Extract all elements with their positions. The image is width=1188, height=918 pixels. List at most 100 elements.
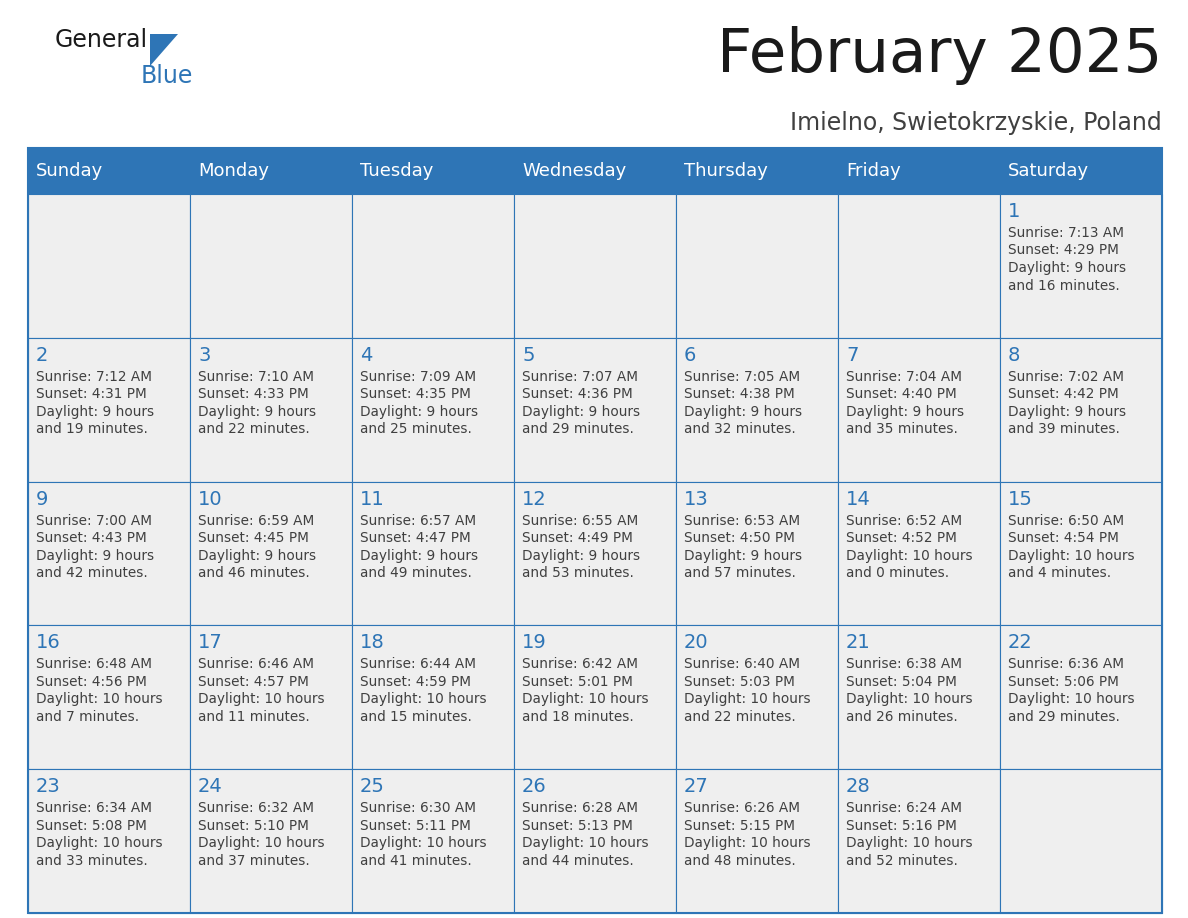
Text: Sunrise: 6:36 AM: Sunrise: 6:36 AM bbox=[1007, 657, 1124, 671]
Text: 6: 6 bbox=[684, 346, 696, 364]
Text: Daylight: 9 hours: Daylight: 9 hours bbox=[36, 405, 154, 419]
Bar bbox=[190, 338, 352, 482]
Text: Sunrise: 7:09 AM: Sunrise: 7:09 AM bbox=[360, 370, 476, 384]
Bar bbox=[29, 194, 190, 338]
Text: 24: 24 bbox=[198, 778, 223, 796]
Text: Daylight: 9 hours: Daylight: 9 hours bbox=[198, 549, 316, 563]
Bar bbox=[190, 625, 352, 769]
Text: Sunset: 4:35 PM: Sunset: 4:35 PM bbox=[360, 387, 470, 401]
Bar bbox=[676, 769, 838, 913]
Text: Daylight: 10 hours: Daylight: 10 hours bbox=[198, 692, 324, 706]
Bar bbox=[1000, 769, 1162, 913]
Text: Saturday: Saturday bbox=[1007, 162, 1089, 180]
Text: Imielno, Swietokrzyskie, Poland: Imielno, Swietokrzyskie, Poland bbox=[790, 111, 1162, 135]
Text: Sunrise: 6:40 AM: Sunrise: 6:40 AM bbox=[684, 657, 800, 671]
Text: and 16 minutes.: and 16 minutes. bbox=[1007, 278, 1120, 293]
Text: 4: 4 bbox=[360, 346, 372, 364]
Bar bbox=[676, 625, 838, 769]
Text: 16: 16 bbox=[36, 633, 61, 653]
Text: Sunrise: 7:05 AM: Sunrise: 7:05 AM bbox=[684, 370, 801, 384]
Bar bbox=[838, 482, 1000, 625]
Text: 27: 27 bbox=[684, 778, 709, 796]
Text: 8: 8 bbox=[1007, 346, 1020, 364]
Text: Daylight: 10 hours: Daylight: 10 hours bbox=[846, 692, 973, 706]
Text: Sunset: 4:31 PM: Sunset: 4:31 PM bbox=[36, 387, 147, 401]
Polygon shape bbox=[150, 34, 178, 66]
Text: and 33 minutes.: and 33 minutes. bbox=[36, 854, 147, 868]
Text: 1: 1 bbox=[1007, 202, 1020, 221]
Bar bbox=[29, 148, 1162, 913]
Text: and 39 minutes.: and 39 minutes. bbox=[1007, 422, 1120, 436]
Text: Daylight: 10 hours: Daylight: 10 hours bbox=[684, 692, 810, 706]
Text: Sunrise: 7:12 AM: Sunrise: 7:12 AM bbox=[36, 370, 152, 384]
Text: Daylight: 10 hours: Daylight: 10 hours bbox=[846, 836, 973, 850]
Text: and 41 minutes.: and 41 minutes. bbox=[360, 854, 472, 868]
Text: and 46 minutes.: and 46 minutes. bbox=[198, 566, 310, 580]
Text: Sunrise: 6:46 AM: Sunrise: 6:46 AM bbox=[198, 657, 314, 671]
Text: Sunrise: 6:52 AM: Sunrise: 6:52 AM bbox=[846, 513, 962, 528]
Text: and 11 minutes.: and 11 minutes. bbox=[198, 710, 310, 724]
Text: Sunset: 4:38 PM: Sunset: 4:38 PM bbox=[684, 387, 795, 401]
Text: 9: 9 bbox=[36, 489, 49, 509]
Text: Sunrise: 6:34 AM: Sunrise: 6:34 AM bbox=[36, 801, 152, 815]
Text: and 19 minutes.: and 19 minutes. bbox=[36, 422, 147, 436]
Bar bbox=[1000, 482, 1162, 625]
Text: and 42 minutes.: and 42 minutes. bbox=[36, 566, 147, 580]
Text: Sunrise: 7:00 AM: Sunrise: 7:00 AM bbox=[36, 513, 152, 528]
Text: Sunset: 4:49 PM: Sunset: 4:49 PM bbox=[522, 532, 633, 545]
Text: and 49 minutes.: and 49 minutes. bbox=[360, 566, 472, 580]
Text: Daylight: 10 hours: Daylight: 10 hours bbox=[846, 549, 973, 563]
Text: 18: 18 bbox=[360, 633, 385, 653]
Text: Daylight: 9 hours: Daylight: 9 hours bbox=[198, 405, 316, 419]
Bar bbox=[514, 482, 676, 625]
Text: Daylight: 9 hours: Daylight: 9 hours bbox=[36, 549, 154, 563]
Text: Sunset: 5:06 PM: Sunset: 5:06 PM bbox=[1007, 675, 1119, 688]
Text: Sunset: 4:45 PM: Sunset: 4:45 PM bbox=[198, 532, 309, 545]
Text: Sunset: 5:03 PM: Sunset: 5:03 PM bbox=[684, 675, 795, 688]
Bar bbox=[352, 769, 514, 913]
Text: Daylight: 9 hours: Daylight: 9 hours bbox=[684, 549, 802, 563]
Text: 23: 23 bbox=[36, 778, 61, 796]
Bar bbox=[352, 338, 514, 482]
Text: Daylight: 10 hours: Daylight: 10 hours bbox=[360, 692, 487, 706]
Bar bbox=[29, 338, 190, 482]
Bar bbox=[514, 625, 676, 769]
Text: Sunrise: 6:42 AM: Sunrise: 6:42 AM bbox=[522, 657, 638, 671]
Text: 28: 28 bbox=[846, 778, 871, 796]
Text: Sunrise: 6:50 AM: Sunrise: 6:50 AM bbox=[1007, 513, 1124, 528]
Text: Sunrise: 6:38 AM: Sunrise: 6:38 AM bbox=[846, 657, 962, 671]
Text: 14: 14 bbox=[846, 489, 871, 509]
Text: Sunset: 5:13 PM: Sunset: 5:13 PM bbox=[522, 819, 633, 833]
Text: Sunrise: 6:59 AM: Sunrise: 6:59 AM bbox=[198, 513, 315, 528]
Text: Sunset: 5:01 PM: Sunset: 5:01 PM bbox=[522, 675, 633, 688]
Text: Sunrise: 6:53 AM: Sunrise: 6:53 AM bbox=[684, 513, 801, 528]
Text: Sunrise: 6:28 AM: Sunrise: 6:28 AM bbox=[522, 801, 638, 815]
Text: Sunset: 5:16 PM: Sunset: 5:16 PM bbox=[846, 819, 956, 833]
Text: Daylight: 10 hours: Daylight: 10 hours bbox=[198, 836, 324, 850]
Text: Sunset: 4:47 PM: Sunset: 4:47 PM bbox=[360, 532, 470, 545]
Text: Sunset: 4:56 PM: Sunset: 4:56 PM bbox=[36, 675, 147, 688]
Text: and 32 minutes.: and 32 minutes. bbox=[684, 422, 796, 436]
Text: and 48 minutes.: and 48 minutes. bbox=[684, 854, 796, 868]
Text: 21: 21 bbox=[846, 633, 871, 653]
Bar bbox=[838, 338, 1000, 482]
Text: Daylight: 9 hours: Daylight: 9 hours bbox=[846, 405, 965, 419]
Text: 11: 11 bbox=[360, 489, 385, 509]
Bar bbox=[1000, 194, 1162, 338]
Text: Sunday: Sunday bbox=[36, 162, 103, 180]
Text: Sunset: 4:29 PM: Sunset: 4:29 PM bbox=[1007, 243, 1119, 258]
Text: Sunrise: 7:02 AM: Sunrise: 7:02 AM bbox=[1007, 370, 1124, 384]
Text: 19: 19 bbox=[522, 633, 546, 653]
Text: 3: 3 bbox=[198, 346, 210, 364]
Text: Daylight: 9 hours: Daylight: 9 hours bbox=[360, 405, 478, 419]
Text: Sunrise: 6:48 AM: Sunrise: 6:48 AM bbox=[36, 657, 152, 671]
Text: 20: 20 bbox=[684, 633, 708, 653]
Text: Sunset: 4:59 PM: Sunset: 4:59 PM bbox=[360, 675, 470, 688]
Bar bbox=[352, 194, 514, 338]
Bar bbox=[352, 625, 514, 769]
Text: Sunset: 5:04 PM: Sunset: 5:04 PM bbox=[846, 675, 956, 688]
Text: 26: 26 bbox=[522, 778, 546, 796]
Text: Sunrise: 6:26 AM: Sunrise: 6:26 AM bbox=[684, 801, 800, 815]
Text: and 15 minutes.: and 15 minutes. bbox=[360, 710, 472, 724]
Text: and 52 minutes.: and 52 minutes. bbox=[846, 854, 958, 868]
